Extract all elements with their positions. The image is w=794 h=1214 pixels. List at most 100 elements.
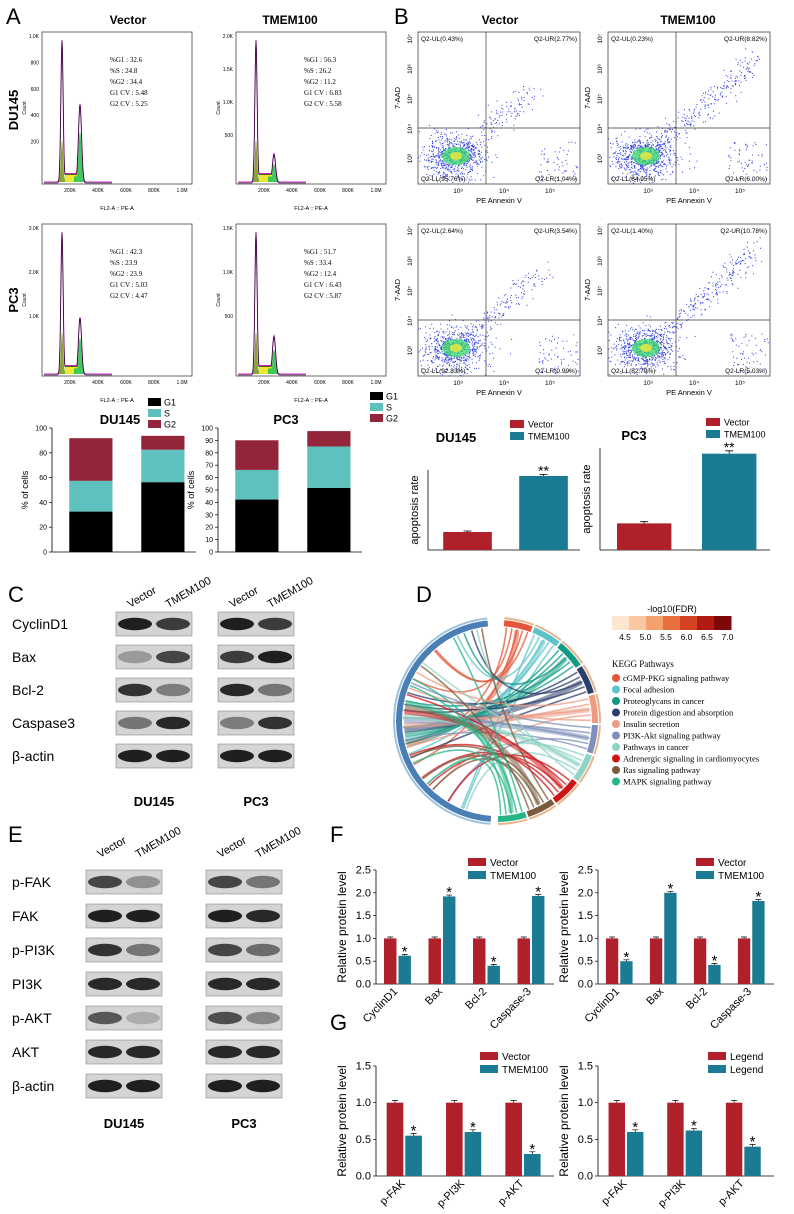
blot-band <box>126 909 160 923</box>
chart-ytick-label: 80 <box>205 450 213 457</box>
histogram-stat: G2 CV : 5.25 <box>110 100 148 108</box>
kegg-legend-dot <box>612 674 620 682</box>
histogram-stat: %S : 26.2 <box>304 67 332 75</box>
stacked-bar-s <box>307 446 351 488</box>
significance-mark: * <box>750 1133 756 1150</box>
chord-ribbon-wide <box>405 700 514 814</box>
chart-ytick-label: 2.5 <box>356 865 371 877</box>
chart-xtick-label: Bcl-2 <box>684 986 710 1012</box>
kegg-legend-label: PI3K-Akt signaling pathway <box>623 731 721 741</box>
stacked-bar-g1 <box>307 487 351 552</box>
histogram-xtick: 200K <box>64 188 76 194</box>
flow-quadrant-ur: Q2-UR(8.82%) <box>724 36 767 43</box>
histogram-0: 1.0K 800 600 400 200 Count 200K 400K 600K 800K 1.0… <box>22 31 193 212</box>
fdr-scale-swatch <box>697 616 715 630</box>
fdr-scale-tick: 6.0 <box>681 632 693 642</box>
flow-core-peak <box>450 344 462 352</box>
protein-bar-0 <box>693 938 707 984</box>
blot-row-label: Caspase3 <box>12 715 75 731</box>
flow-xtick: 10⁴ <box>689 380 699 387</box>
fdr-scale-swatch <box>629 616 647 630</box>
protein-errorbar <box>711 963 718 965</box>
apoptosis-bar-vector <box>443 532 492 550</box>
flow-xtick: 10³ <box>643 188 653 195</box>
flow-core-peak <box>640 152 652 160</box>
histogram-xtick: 400K <box>92 380 104 386</box>
histogram-xtick: 200K <box>258 188 270 194</box>
blot-row-label: FAK <box>12 908 39 924</box>
apoptosis-bar-vector <box>617 523 672 550</box>
blot-band <box>118 683 152 697</box>
chart-xtick-label: p-AKT <box>716 1177 747 1208</box>
legend-swatch-0 <box>696 858 714 866</box>
chord-pathway-arc <box>557 643 581 668</box>
chart-ytick-label: 0.5 <box>578 1134 593 1146</box>
flow-quadrant-lr: Q2-LR(6.00%) <box>725 176 767 183</box>
chart-ytick-label: 0.0 <box>578 1171 593 1183</box>
flow-ytick: 10⁶ <box>407 64 414 74</box>
histogram-ytick: 1.0K <box>29 314 40 320</box>
apoptosis-errorbar <box>463 530 472 532</box>
chart-title: DU145 <box>100 412 140 427</box>
flow-quadrant-ur: Q2-UR(10.78%) <box>720 228 767 235</box>
histogram-fill-g1 <box>250 331 262 374</box>
protein-errorbar <box>469 1129 476 1132</box>
panel-a-title-tmem100: TMEM100 <box>262 13 318 27</box>
significance-mark: * <box>711 952 717 969</box>
apoptosis-bar-tmem100 <box>519 476 568 550</box>
legend-label: TMEM100 <box>490 871 537 882</box>
blot-band <box>258 683 292 697</box>
flow-plot-3: Q2-UL(1.40%) Q2-UR(10.78%) Q2-LL(82.79%) Q2… <box>583 223 771 397</box>
blot-band <box>258 617 292 631</box>
chord-ribbon <box>432 758 540 806</box>
chord-pathway-arc <box>586 724 598 754</box>
chord-ribbon-wide <box>403 718 589 741</box>
chart-B-pc3-apoptosis: apoptosis rate PC3 ** Vector TMEM100 <box>581 418 770 551</box>
blot-lane-label: Vector <box>96 834 129 860</box>
histogram-curve-black <box>238 232 306 376</box>
flow-xtick: 10⁴ <box>499 380 509 387</box>
chart-ylabel: Relative protein level <box>335 871 349 982</box>
chord-ribbon-wide <box>404 709 564 790</box>
chart-ytick-label: 0 <box>43 550 47 557</box>
chord-pathway-arc <box>526 799 555 817</box>
significance-mark: * <box>411 1122 417 1139</box>
blot-band <box>88 943 122 957</box>
histogram-2: 3.0K 2.0K 1.0K Count 200K 400K 600K 800K 1.0M FL2… <box>22 223 193 404</box>
significance-mark: * <box>470 1119 476 1136</box>
chart-xtick-label: p-PI3K <box>656 1177 689 1210</box>
chord-fdr-arc <box>561 640 584 664</box>
flow-ytick: 10⁶ <box>407 256 414 266</box>
flow-quadrant-lr: Q2-LR(5.03%) <box>725 368 767 375</box>
histogram-stat: %S : 33.4 <box>304 259 332 267</box>
protein-bar-0 <box>667 1102 684 1176</box>
stacked-bar-g1 <box>235 499 279 552</box>
histogram-stat: G2 CV : 5.87 <box>304 292 342 300</box>
chord-ribbon <box>420 665 530 810</box>
legend-swatch-0 <box>708 1052 726 1060</box>
chart-ytick-label: 100 <box>201 426 213 433</box>
chord-ribbon <box>416 671 589 707</box>
protein-bar-1 <box>626 1132 644 1176</box>
chart-ytick-label: 80 <box>39 450 47 457</box>
protein-bar-0 <box>517 938 530 984</box>
chart-ytick-label: 1.5 <box>356 910 371 922</box>
histogram-ytick: 200 <box>31 140 40 146</box>
blot-band <box>88 977 122 991</box>
blot-band <box>208 977 242 991</box>
flow-ytick: 10³ <box>597 345 604 355</box>
histogram-frame <box>235 31 387 185</box>
protein-bar-0 <box>608 1102 625 1176</box>
chart-ylabel: Relative protein level <box>557 871 571 982</box>
flow-ytick: 10³ <box>407 345 414 355</box>
histogram-xtick: 800K <box>342 188 354 194</box>
chord-fdr-arc <box>595 693 601 724</box>
flow-xtick: 10³ <box>453 380 463 387</box>
chart-xtick-label: Caspase-3 <box>708 986 754 1032</box>
blot-band <box>208 1011 242 1025</box>
protein-errorbar <box>690 1127 697 1131</box>
histogram-frame <box>41 223 193 377</box>
histogram-xtick: 600K <box>314 188 326 194</box>
chart-ytick-label: 40 <box>39 500 47 507</box>
